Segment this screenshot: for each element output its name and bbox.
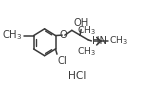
Text: CH$_3$: CH$_3$ [109,35,128,47]
Text: Cl: Cl [58,56,67,66]
Text: CH$_3$: CH$_3$ [2,29,23,42]
Text: HCl: HCl [68,71,86,81]
Text: CH$_3$: CH$_3$ [77,24,96,37]
Text: OH: OH [74,18,89,28]
Text: HN: HN [92,36,107,46]
Text: O: O [60,30,67,40]
Text: CH$_3$: CH$_3$ [77,45,96,58]
